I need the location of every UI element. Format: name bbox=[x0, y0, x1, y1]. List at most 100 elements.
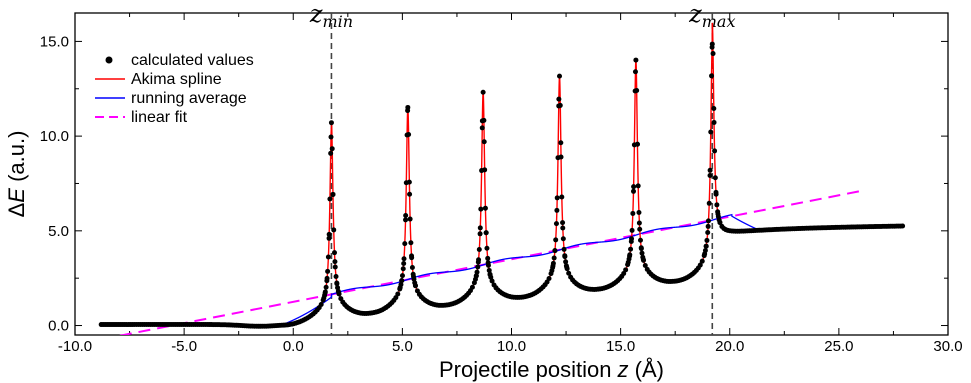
data-point bbox=[715, 209, 721, 215]
x-tick-label: -10.0 bbox=[58, 338, 92, 355]
x-axis-title-var: z bbox=[617, 357, 629, 382]
x-axis-title-suffix: (Å) bbox=[629, 357, 664, 382]
data-point bbox=[325, 268, 331, 274]
data-point bbox=[705, 218, 711, 224]
data-point bbox=[330, 191, 336, 197]
data-point bbox=[703, 243, 709, 249]
data-point bbox=[706, 200, 712, 206]
data-point bbox=[488, 274, 494, 280]
data-point bbox=[327, 196, 333, 202]
data-point bbox=[401, 256, 407, 262]
data-point bbox=[553, 221, 559, 227]
y-axis-title-var: E bbox=[4, 188, 29, 203]
data-point bbox=[642, 263, 648, 269]
data-point bbox=[551, 255, 557, 261]
x-tick-label: 5.0 bbox=[392, 338, 413, 355]
x-tick-label: 0.0 bbox=[283, 338, 304, 355]
y-tick-label: 10.0 bbox=[40, 128, 69, 145]
data-point bbox=[711, 106, 717, 112]
data-point bbox=[563, 259, 569, 265]
data-point bbox=[560, 225, 566, 231]
data-point bbox=[638, 245, 644, 251]
data-point bbox=[707, 172, 713, 178]
data-point bbox=[562, 254, 568, 260]
data-point bbox=[406, 179, 412, 185]
legend-label: Akima spline bbox=[131, 71, 222, 88]
data-point bbox=[707, 167, 713, 173]
data-point bbox=[479, 125, 485, 131]
data-point bbox=[412, 283, 418, 289]
data-point bbox=[484, 245, 490, 251]
data-point bbox=[637, 226, 643, 232]
data-point bbox=[713, 191, 719, 197]
data-point bbox=[704, 237, 710, 243]
data-point bbox=[401, 261, 407, 266]
data-point bbox=[639, 250, 645, 256]
data-point bbox=[480, 89, 486, 95]
marker-label-min: zmin bbox=[309, 0, 353, 31]
data-point bbox=[325, 254, 331, 260]
data-point bbox=[476, 246, 482, 252]
data-point bbox=[714, 202, 720, 208]
data-point bbox=[405, 104, 411, 110]
data-point bbox=[476, 257, 482, 263]
x-tick-label: 20.0 bbox=[715, 338, 744, 355]
data-point bbox=[705, 223, 711, 229]
data-point bbox=[629, 227, 635, 233]
data-point bbox=[474, 269, 480, 275]
data-point bbox=[486, 267, 492, 273]
x-tick-label: -5.0 bbox=[171, 338, 197, 355]
data-point bbox=[332, 259, 338, 265]
data-point bbox=[550, 260, 556, 266]
data-point bbox=[333, 273, 339, 279]
data-point bbox=[623, 267, 629, 273]
x-tick-label: 10.0 bbox=[497, 338, 526, 355]
y-tick-label: 5.0 bbox=[48, 223, 69, 240]
data-point bbox=[406, 131, 412, 137]
data-point bbox=[631, 188, 636, 194]
y-tick-label: 15.0 bbox=[40, 33, 69, 50]
data-point bbox=[322, 289, 328, 295]
data-point bbox=[628, 239, 634, 245]
legend: calculated values Akima spline running ave… bbox=[95, 52, 254, 126]
data-point bbox=[334, 280, 340, 286]
data-point bbox=[702, 248, 708, 254]
data-point bbox=[403, 212, 409, 218]
x-axis-title: Projectile position z (Å) bbox=[439, 357, 664, 382]
data-point bbox=[395, 291, 401, 297]
data-point bbox=[560, 220, 566, 226]
marker-label-sub: min bbox=[322, 12, 353, 31]
marker-label-var: z bbox=[309, 0, 323, 28]
data-point bbox=[709, 73, 715, 79]
data-point bbox=[632, 69, 638, 75]
series-running-average bbox=[101, 213, 905, 328]
data-point bbox=[564, 266, 570, 272]
data-point bbox=[558, 154, 564, 160]
data-point bbox=[717, 219, 723, 225]
data-point bbox=[561, 246, 567, 252]
data-point bbox=[633, 57, 639, 63]
plot-area bbox=[98, 22, 906, 335]
data-point bbox=[634, 141, 640, 147]
data-point bbox=[477, 231, 483, 237]
data-point bbox=[553, 237, 559, 243]
data-point bbox=[328, 150, 334, 156]
data-point bbox=[326, 231, 332, 237]
y-axis-title-prefix: Δ bbox=[4, 202, 29, 217]
legend-label: calculated values bbox=[131, 52, 254, 69]
legend-label: running average bbox=[131, 90, 247, 107]
data-point bbox=[554, 195, 560, 201]
data-point bbox=[332, 250, 337, 256]
data-point bbox=[556, 96, 562, 102]
data-point bbox=[558, 140, 564, 146]
data-point bbox=[408, 240, 414, 246]
data-point bbox=[407, 191, 413, 197]
data-point bbox=[398, 281, 404, 287]
data-point bbox=[407, 216, 413, 222]
data-point bbox=[481, 139, 487, 145]
data-point bbox=[621, 270, 627, 276]
data-point bbox=[489, 278, 495, 284]
data-point bbox=[403, 217, 409, 223]
data-point bbox=[336, 291, 342, 297]
data-point bbox=[399, 278, 405, 284]
